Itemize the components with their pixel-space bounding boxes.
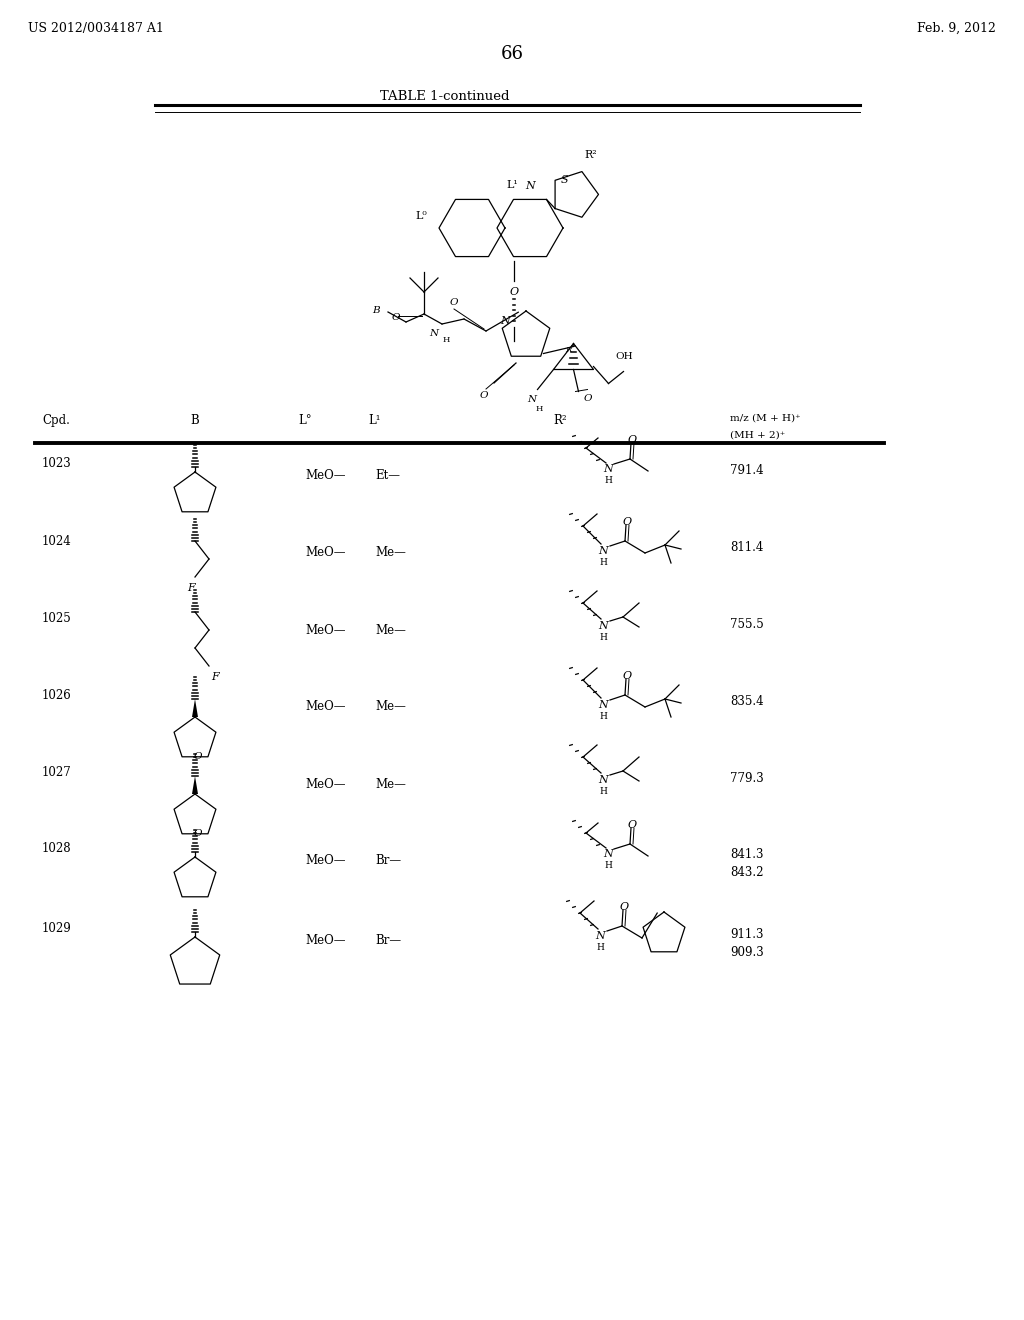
Text: B: B bbox=[372, 305, 380, 314]
Text: 1029: 1029 bbox=[42, 921, 72, 935]
Text: 1023: 1023 bbox=[42, 457, 72, 470]
Text: N: N bbox=[598, 775, 608, 785]
Text: N: N bbox=[598, 620, 608, 631]
Text: F: F bbox=[211, 672, 219, 682]
Text: B: B bbox=[190, 414, 200, 426]
Text: N: N bbox=[429, 329, 438, 338]
Text: 909.3: 909.3 bbox=[730, 946, 764, 960]
Text: O: O bbox=[450, 298, 459, 308]
Text: 841.3: 841.3 bbox=[730, 849, 764, 862]
Text: H: H bbox=[599, 558, 607, 568]
Text: H: H bbox=[536, 404, 543, 413]
Text: 1025: 1025 bbox=[42, 612, 72, 624]
Text: N: N bbox=[598, 546, 608, 556]
Text: H: H bbox=[442, 337, 450, 345]
Text: F: F bbox=[187, 583, 195, 593]
Polygon shape bbox=[193, 700, 198, 717]
Text: US 2012/0034187 A1: US 2012/0034187 A1 bbox=[28, 22, 164, 36]
Text: L°: L° bbox=[298, 414, 312, 426]
Polygon shape bbox=[193, 776, 198, 795]
Text: 835.4: 835.4 bbox=[730, 696, 764, 709]
Text: O: O bbox=[392, 313, 400, 322]
Text: R²: R² bbox=[553, 414, 567, 426]
Text: 66: 66 bbox=[501, 45, 523, 63]
Text: L¹: L¹ bbox=[506, 180, 518, 190]
Text: 843.2: 843.2 bbox=[730, 866, 764, 879]
Text: N: N bbox=[603, 465, 613, 474]
Text: O: O bbox=[194, 752, 202, 762]
Text: 1026: 1026 bbox=[42, 689, 72, 702]
Text: Me—: Me— bbox=[375, 701, 406, 714]
Text: R: R bbox=[565, 346, 571, 354]
Text: Et—: Et— bbox=[375, 469, 400, 482]
Text: (MH + 2)⁺: (MH + 2)⁺ bbox=[730, 432, 785, 440]
Text: 779.3: 779.3 bbox=[730, 772, 764, 785]
Text: MeO—: MeO— bbox=[305, 933, 345, 946]
Text: MeO—: MeO— bbox=[305, 854, 345, 866]
Text: N: N bbox=[527, 395, 536, 404]
Text: MeO—: MeO— bbox=[305, 623, 345, 636]
Text: H: H bbox=[599, 634, 607, 642]
Text: O: O bbox=[509, 286, 518, 297]
Text: N: N bbox=[525, 181, 535, 191]
Text: 1028: 1028 bbox=[42, 842, 72, 855]
Text: OH: OH bbox=[615, 352, 633, 360]
Text: MeO—: MeO— bbox=[305, 469, 345, 482]
Text: 755.5: 755.5 bbox=[730, 619, 764, 631]
Text: N: N bbox=[595, 931, 605, 941]
Text: O: O bbox=[623, 517, 632, 527]
Text: S: S bbox=[561, 176, 568, 185]
Text: Me—: Me— bbox=[375, 546, 406, 560]
Text: 911.3: 911.3 bbox=[730, 928, 764, 941]
Text: O: O bbox=[628, 820, 637, 830]
Text: H: H bbox=[596, 942, 604, 952]
Text: O: O bbox=[620, 902, 629, 912]
Text: Br—: Br— bbox=[375, 854, 401, 866]
Text: TABLE 1-continued: TABLE 1-continued bbox=[380, 90, 510, 103]
Text: H: H bbox=[599, 787, 607, 796]
Text: H: H bbox=[604, 861, 612, 870]
Text: Cpd.: Cpd. bbox=[42, 414, 70, 426]
Text: 811.4: 811.4 bbox=[730, 541, 763, 554]
Text: O: O bbox=[480, 391, 488, 400]
Text: m/z (M + H)⁺: m/z (M + H)⁺ bbox=[730, 414, 801, 422]
Text: O: O bbox=[623, 671, 632, 681]
Text: O: O bbox=[584, 393, 592, 403]
Text: N: N bbox=[500, 315, 510, 326]
Text: H: H bbox=[599, 711, 607, 721]
Text: Me—: Me— bbox=[375, 623, 406, 636]
Text: R²: R² bbox=[585, 150, 597, 161]
Text: L⁰: L⁰ bbox=[416, 211, 427, 220]
Text: 791.4: 791.4 bbox=[730, 463, 764, 477]
Text: MeO—: MeO— bbox=[305, 701, 345, 714]
Text: Me—: Me— bbox=[375, 777, 406, 791]
Text: Br—: Br— bbox=[375, 933, 401, 946]
Text: Feb. 9, 2012: Feb. 9, 2012 bbox=[918, 22, 996, 36]
Text: H: H bbox=[604, 477, 612, 484]
Text: 1024: 1024 bbox=[42, 535, 72, 548]
Text: 1027: 1027 bbox=[42, 766, 72, 779]
Text: O: O bbox=[194, 829, 202, 838]
Text: L¹: L¹ bbox=[369, 414, 381, 426]
Text: N: N bbox=[598, 700, 608, 710]
Text: MeO—: MeO— bbox=[305, 777, 345, 791]
Text: O: O bbox=[628, 436, 637, 445]
Text: N: N bbox=[603, 849, 613, 859]
Text: MeO—: MeO— bbox=[305, 546, 345, 560]
